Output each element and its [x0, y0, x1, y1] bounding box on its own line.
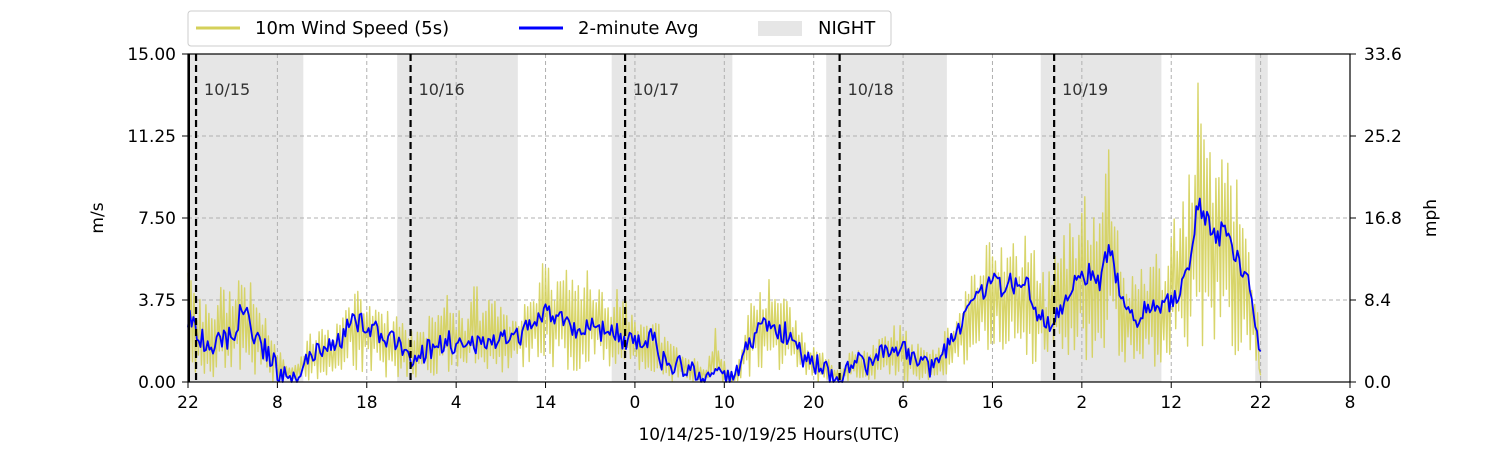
legend-label-wind-speed: 10m Wind Speed (5s)	[255, 18, 449, 39]
y-axis-left-ticks: 0.00 3.75 7.50 11.25 15.00	[127, 45, 188, 393]
day-marker-label-1: 10/16	[419, 80, 465, 99]
x-tick-label-9: 16	[982, 393, 1004, 413]
x-tick-label-5: 0	[630, 393, 641, 413]
x-tick-label-4: 14	[535, 393, 557, 413]
day-marker-label-3: 10/18	[848, 80, 894, 99]
x-tick-label-7: 20	[803, 393, 825, 413]
night-band-3	[826, 54, 947, 382]
x-tick-label-6: 10	[713, 393, 735, 413]
y-left-tick-label-4: 15.00	[127, 45, 176, 65]
y-axis-left-label: m/s	[88, 202, 108, 233]
legend: 10m Wind Speed (5s) 2-minute Avg NIGHT	[187, 10, 892, 47]
y-right-tick-label-2: 16.8	[1364, 209, 1402, 229]
series-lines	[187, 82, 1262, 383]
y-right-tick-label-1: 8.4	[1364, 291, 1391, 311]
y-right-tick-label-0: 0.0	[1364, 373, 1391, 393]
series-2-minute-avg	[187, 197, 1262, 383]
y-left-tick-label-3: 11.25	[127, 127, 176, 147]
x-tick-label-8: 6	[898, 393, 909, 413]
x-axis-label: 10/14/25-10/19/25 Hours(UTC)	[638, 425, 899, 445]
x-tick-label-12: 22	[1250, 393, 1272, 413]
x-tick-label-11: 12	[1160, 393, 1182, 413]
y-axis-right-ticks: 0.0 8.4 16.8 25.2 33.6	[1350, 45, 1402, 393]
day-marker-label-0: 10/15	[204, 80, 250, 99]
x-tick-label-0: 22	[177, 393, 199, 413]
x-tick-label-1: 8	[272, 393, 283, 413]
grid-lines	[188, 54, 1350, 382]
y-left-tick-label-0: 0.00	[138, 373, 176, 393]
x-tick-label-3: 4	[451, 393, 462, 413]
legend-label-night: NIGHT	[818, 18, 876, 39]
x-tick-label-2: 18	[356, 393, 378, 413]
legend-swatch-night	[758, 21, 802, 36]
y-axis-right-label: mph	[1421, 199, 1441, 237]
x-tick-label-10: 2	[1076, 393, 1087, 413]
day-marker-label-4: 10/19	[1062, 80, 1108, 99]
legend-label-2min-avg: 2-minute Avg	[578, 18, 699, 39]
y-right-tick-label-4: 33.6	[1364, 45, 1402, 65]
day-marker-label-2: 10/17	[633, 80, 679, 99]
y-right-tick-label-3: 25.2	[1364, 127, 1402, 147]
day-markers: 10/15 10/16 10/17 10/18 10/19	[188, 54, 1108, 382]
x-axis-ticks: 22 8 18 4 14 0 10 20 6 16 2 12 22 8	[177, 382, 1355, 413]
x-tick-label-13: 8	[1345, 393, 1356, 413]
series-wind-speed-5s	[187, 82, 1262, 383]
y-left-tick-label-1: 3.75	[138, 291, 176, 311]
y-left-tick-label-2: 7.50	[138, 209, 176, 229]
